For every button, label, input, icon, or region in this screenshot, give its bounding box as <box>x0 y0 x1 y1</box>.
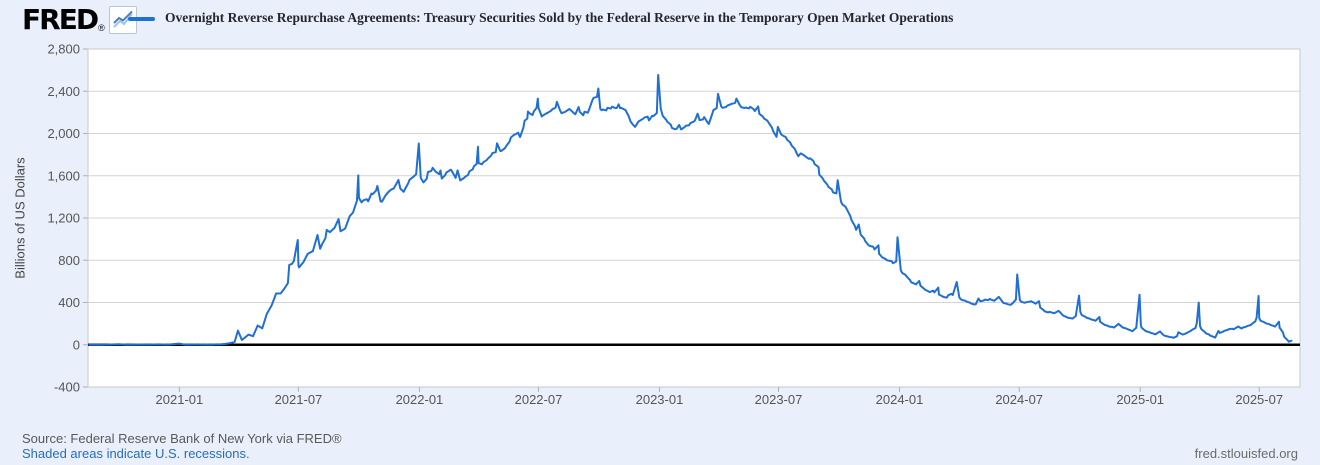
series-legend[interactable]: Overnight Reverse Repurchase Agreements:… <box>128 10 953 26</box>
x-tick-label: 2025-07 <box>1235 392 1283 407</box>
y-tick-label: 2,800 <box>47 42 80 57</box>
y-tick-label: 2,400 <box>47 84 80 99</box>
x-tick-label: 2021-01 <box>156 392 204 407</box>
fred-logo-text: FRED <box>22 3 99 36</box>
x-tick-label: 2023-07 <box>755 392 803 407</box>
registered-trademark-icon: ® <box>98 23 105 33</box>
x-tick-label: 2022-07 <box>515 392 563 407</box>
y-tick-label: 2,000 <box>47 126 80 141</box>
y-tick-label: 0 <box>73 337 80 352</box>
plot-border <box>87 48 1301 388</box>
y-tick-label: -400 <box>54 380 80 395</box>
series-line[interactable] <box>88 73 1293 346</box>
y-tick-label: 400 <box>58 295 80 310</box>
x-tick-label: 2025-01 <box>1116 392 1164 407</box>
x-tick-label: 2021-07 <box>275 392 323 407</box>
fred-logo[interactable]: FRED ® <box>22 4 137 36</box>
x-tick-label: 2022-01 <box>396 392 444 407</box>
y-tick-label: 1,200 <box>47 211 80 226</box>
x-tick-label: 2024-07 <box>995 392 1043 407</box>
y-axis-title: Billions of US Dollars <box>12 157 28 279</box>
x-tick-label: 2024-01 <box>876 392 924 407</box>
source-note: Source: Federal Reserve Bank of New York… <box>22 431 342 446</box>
y-tick-label: 800 <box>58 253 80 268</box>
x-tick-label: 2023-01 <box>636 392 684 407</box>
recessions-link[interactable]: Shaded areas indicate U.S. recessions. <box>22 446 250 461</box>
y-tick-label: 1,600 <box>47 168 80 183</box>
series-title: Overnight Reverse Repurchase Agreements:… <box>165 10 954 25</box>
series-color-swatch <box>128 17 155 21</box>
site-url[interactable]: fred.stlouisfed.org <box>1194 446 1298 461</box>
